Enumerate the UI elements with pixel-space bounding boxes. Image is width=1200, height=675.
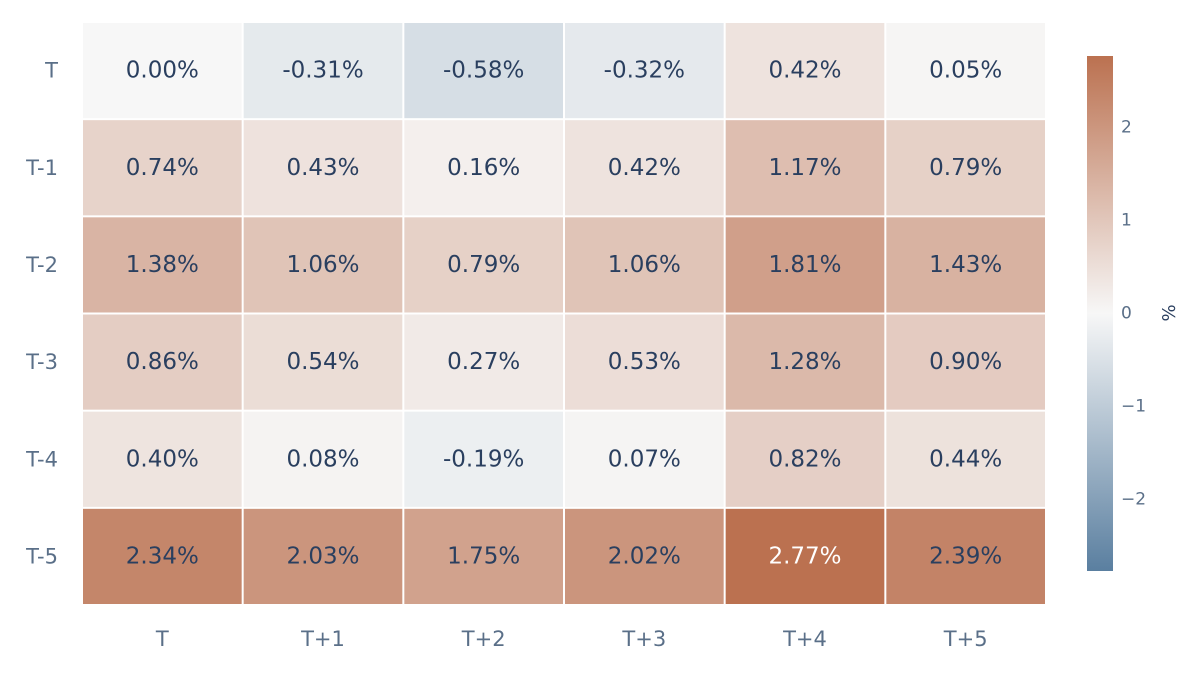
- heatmap-cell: [83, 23, 242, 119]
- colorbar-title: %: [1159, 304, 1180, 321]
- heatmap-cell: [83, 120, 242, 216]
- heatmap-cell: [725, 120, 885, 216]
- heatmap-cell-label: 0.86%: [126, 349, 199, 375]
- heatmap-cell: [886, 314, 1045, 410]
- heatmap-cell: [404, 314, 563, 410]
- heatmap-cell-label: 0.82%: [768, 446, 841, 472]
- heatmap-cell: [886, 120, 1045, 216]
- heatmap-cell: [886, 411, 1045, 507]
- heatmap-cell-label: 0.42%: [608, 155, 681, 181]
- heatmap-cell: [565, 217, 724, 313]
- x-tick-label: T+5: [943, 627, 988, 651]
- heatmap-cell: [725, 508, 885, 604]
- heatmap-cell-label: 0.43%: [286, 155, 359, 181]
- heatmap-cell: [725, 314, 885, 410]
- heatmap-cell-label: 0.44%: [929, 446, 1002, 472]
- colorbar: % 2 1 0 −1 −2: [1087, 56, 1180, 571]
- y-tick-label: T-4: [25, 447, 58, 471]
- heatmap-cell-label: 2.77%: [768, 543, 841, 569]
- heatmap-cell: [565, 120, 724, 216]
- heatmap-cell: [404, 217, 563, 313]
- x-axis-labels: T T+1 T+2 T+3 T+4 T+5: [155, 627, 988, 651]
- heatmap-cell-label: 0.79%: [929, 155, 1002, 181]
- heatmap-cell-label: 1.06%: [286, 252, 359, 278]
- heatmap-cell-label: 1.81%: [768, 252, 841, 278]
- heatmap-cell: [83, 217, 242, 313]
- heatmap-cell-label: 0.08%: [286, 446, 359, 472]
- heatmap-cell-label: 0.40%: [126, 446, 199, 472]
- heatmap-cell-label: -0.32%: [604, 58, 685, 84]
- heatmap-cell-label: 2.39%: [929, 543, 1002, 569]
- heatmap-cell-label: 0.74%: [126, 155, 199, 181]
- heatmap-cells: 0.00% -0.31% -0.58% -0.32% 0.42% 0.05% 0.74% 0.…: [83, 23, 1045, 604]
- x-tick-label: T: [155, 627, 169, 651]
- y-axis-labels: T T-1 T-2 T-3 T-4 T-5: [25, 59, 58, 569]
- heatmap-cell-label: 0.00%: [126, 58, 199, 84]
- heatmap-cell: [565, 411, 724, 507]
- heatmap-cell: [404, 411, 563, 507]
- colorbar-gradient: [1087, 56, 1113, 571]
- heatmap-cell: [243, 508, 403, 604]
- heatmap-cell: [243, 120, 403, 216]
- heatmap-cell-label: -0.19%: [443, 446, 524, 472]
- heatmap-cell: [243, 23, 403, 119]
- heatmap-cell: [725, 411, 885, 507]
- heatmap-cell-label: 0.79%: [447, 252, 520, 278]
- heatmap-cell-label: 0.90%: [929, 349, 1002, 375]
- heatmap-cell: [565, 314, 724, 410]
- heatmap-cell: [243, 217, 403, 313]
- heatmap-cell-label: 0.27%: [447, 349, 520, 375]
- x-tick-label: T+1: [300, 627, 345, 651]
- heatmap-cell: [404, 120, 563, 216]
- heatmap-cell: [404, 23, 563, 119]
- heatmap-cell: [886, 217, 1045, 313]
- y-tick-label: T-5: [25, 544, 58, 568]
- heatmap-cell-label: 0.53%: [608, 349, 681, 375]
- heatmap-cell: [725, 217, 885, 313]
- heatmap-cell-label: 1.28%: [768, 349, 841, 375]
- heatmap-cell-label: 2.34%: [126, 543, 199, 569]
- heatmap-cell: [83, 508, 242, 604]
- heatmap-cell-label: -0.58%: [443, 58, 524, 84]
- heatmap-cell-label: 1.06%: [608, 252, 681, 278]
- colorbar-tick-label: 0: [1121, 304, 1132, 324]
- heatmap-cell-label: 0.16%: [447, 155, 520, 181]
- heatmap-cell-label: 2.02%: [608, 543, 681, 569]
- heatmap-cell-label: 0.07%: [608, 446, 681, 472]
- y-tick-label: T-1: [25, 156, 58, 180]
- y-tick-label: T-3: [25, 350, 58, 374]
- heatmap-cell-label: 1.38%: [126, 252, 199, 278]
- colorbar-tick-label: −2: [1121, 489, 1146, 509]
- x-tick-label: T+2: [461, 627, 506, 651]
- heatmap-cell-label: 0.42%: [768, 58, 841, 84]
- heatmap-cell: [725, 23, 885, 119]
- heatmap-cell: [886, 508, 1045, 604]
- colorbar-tick-label: 1: [1121, 211, 1132, 231]
- heatmap-cell: [243, 411, 403, 507]
- x-tick-label: T+4: [782, 627, 827, 651]
- heatmap-cell: [243, 314, 403, 410]
- heatmap-cell: [886, 23, 1045, 119]
- heatmap-cell: [404, 508, 563, 604]
- heatmap-cell: [565, 23, 724, 119]
- y-tick-label: T: [44, 59, 58, 83]
- y-tick-label: T-2: [25, 253, 58, 277]
- heatmap-cell-label: 1.75%: [447, 543, 520, 569]
- heatmap-cell-label: 0.05%: [929, 58, 1002, 84]
- heatmap-cell-label: -0.31%: [282, 58, 363, 84]
- heatmap-cell-label: 1.17%: [768, 155, 841, 181]
- heatmap-cell: [83, 411, 242, 507]
- heatmap-cell-label: 2.03%: [286, 543, 359, 569]
- heatmap-cell-label: 1.43%: [929, 252, 1002, 278]
- heatmap-cell-label: 0.54%: [286, 349, 359, 375]
- colorbar-tick-label: 2: [1121, 118, 1132, 138]
- heatmap-cell: [83, 314, 242, 410]
- colorbar-tick-label: −1: [1121, 396, 1146, 416]
- heatmap-cell: [565, 508, 724, 604]
- x-tick-label: T+3: [621, 627, 666, 651]
